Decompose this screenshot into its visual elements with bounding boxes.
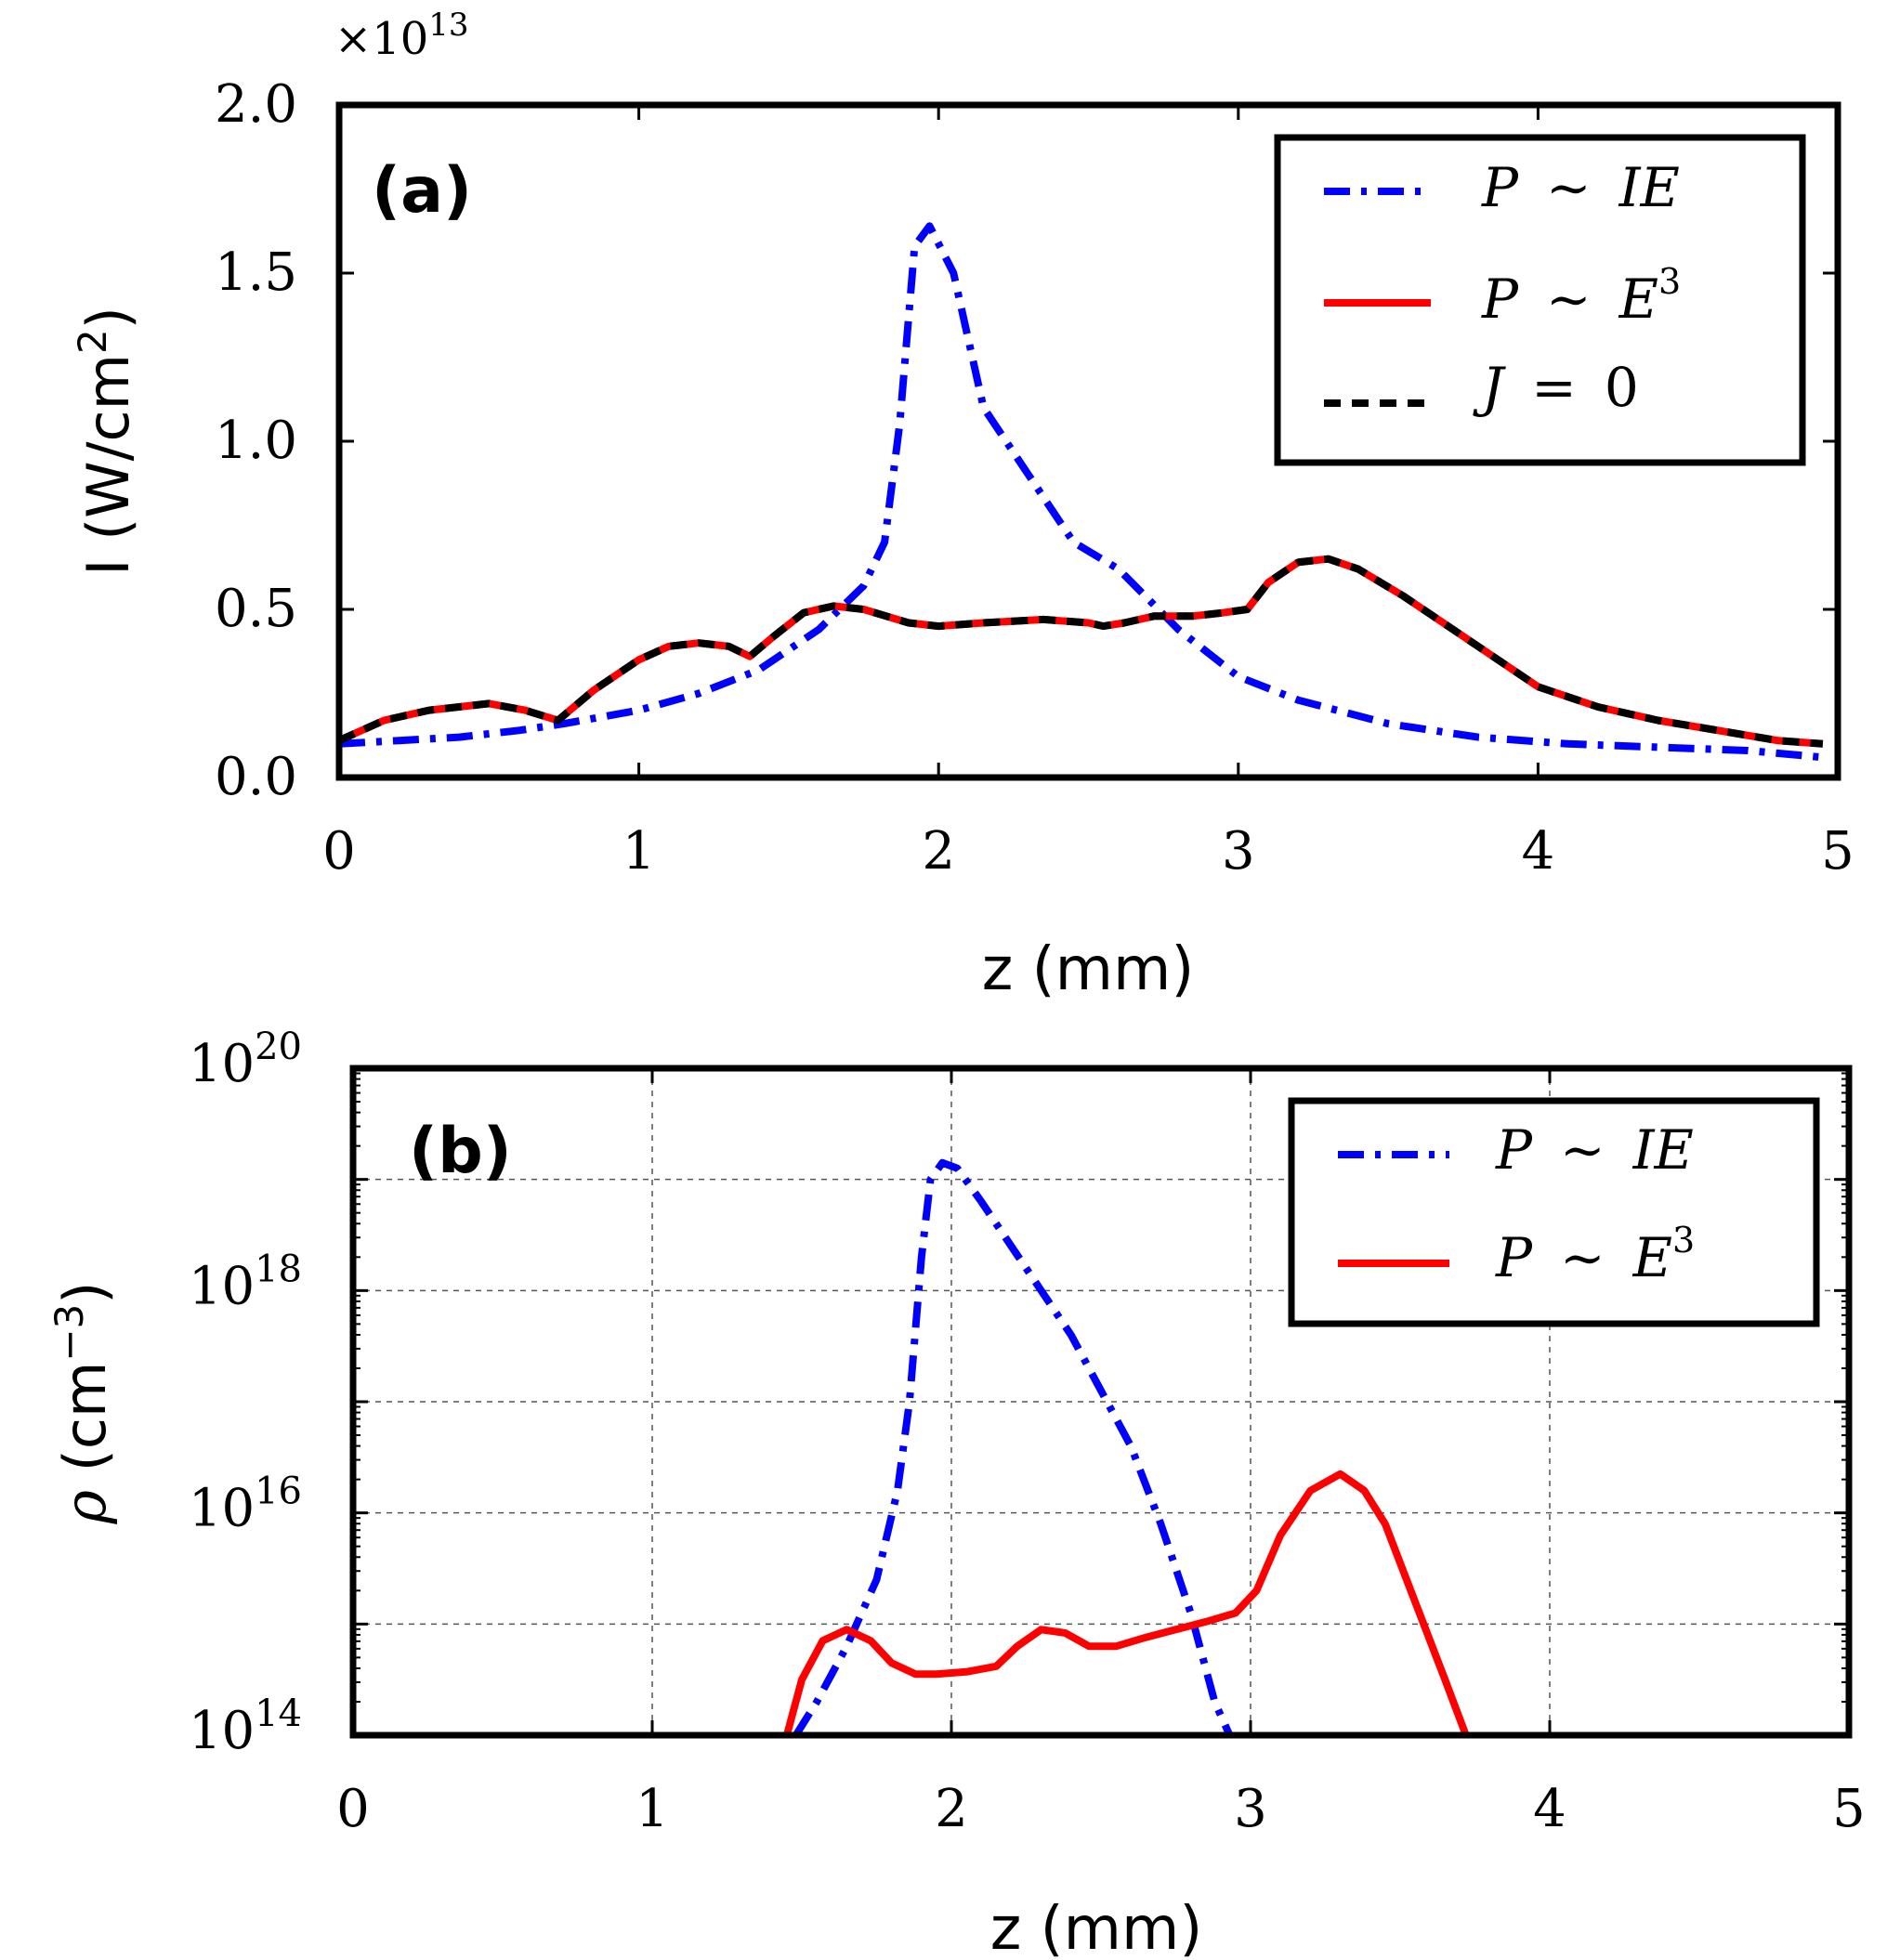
- panel-b-x-axis-label: z (mm): [990, 1895, 1203, 1960]
- a-y-tick-label: 0.5: [215, 579, 297, 639]
- panel-a-legend: P ∼ IE P ∼ E3 J = 0: [1274, 134, 1806, 466]
- panel-a-multiplier: ×1013: [334, 7, 469, 65]
- panel-b-legend: P ∼ IE P ∼ E3: [1288, 1097, 1820, 1327]
- panel-a-frame: [335, 101, 1841, 781]
- panel-b-tick-labels: 0 1 2 3 4 5 1014 1016 1018 1020: [189, 1026, 1866, 1839]
- a-x-tick-label: 5: [1821, 821, 1854, 882]
- panel-b-y-axis-label: ρ (cm−3): [46, 1282, 119, 1525]
- legend-a-ie-label: P ∼ IE: [1481, 156, 1680, 219]
- b-x-tick-label: 3: [1234, 1779, 1267, 1839]
- b-y-tick-label: 1014: [189, 1692, 302, 1761]
- b-y-tick-label: 1016: [189, 1470, 302, 1539]
- a-x-tick-label: 1: [622, 821, 656, 882]
- a-series-line: [337, 555, 1824, 748]
- panel-b-label: (b): [409, 1115, 512, 1188]
- legend-a-e3-label: P ∼ E3: [1481, 261, 1681, 331]
- panel-a: 0 1 2 3 4 5 0.0 0.5 1.0 1.5 2.0 (a) ×1013 z (mm) I…: [70, 7, 1854, 1004]
- panel-b-grid: [353, 1068, 1849, 1735]
- legend-b-e3-label: P ∼ E3: [1495, 1220, 1695, 1289]
- a-x-tick-label: 3: [1222, 821, 1255, 882]
- legend-b-ie-label: P ∼ IE: [1495, 1118, 1694, 1182]
- legend-a-j0-label: J = 0: [1473, 356, 1639, 419]
- panel-a-curves: [337, 222, 1824, 762]
- a-x-tick-label: 0: [322, 821, 356, 882]
- a-y-tick-label: 1.5: [215, 242, 297, 303]
- a-x-tick-label: 2: [922, 821, 955, 882]
- a-y-tick-label: 2.0: [215, 74, 297, 135]
- b-x-tick-label: 1: [636, 1779, 669, 1839]
- b-y-tick-label: 1020: [189, 1026, 302, 1094]
- a-x-tick-label: 4: [1522, 821, 1555, 882]
- panel-b-curves: [783, 1158, 1470, 1738]
- a-y-tick-label: 1.0: [215, 411, 297, 471]
- b-y-tick-label: 1018: [189, 1248, 302, 1316]
- panel-a-label: (a): [372, 154, 472, 228]
- panel-b-legend-box: [1288, 1097, 1820, 1327]
- panel-a-x-axis-label: z (mm): [982, 935, 1195, 1004]
- a-y-tick-label: 0.0: [215, 747, 297, 807]
- panel-b: 0 1 2 3 4 5 1014 1016 1018 1020 (b) z (mm) ρ (cm−…: [46, 1026, 1866, 1960]
- b-series-line: [783, 1470, 1470, 1737]
- b-x-tick-label: 2: [935, 1779, 968, 1839]
- b-x-tick-label: 0: [336, 1779, 370, 1839]
- panel-a-y-axis-label: I (W/cm2): [70, 307, 142, 576]
- b-x-tick-label: 5: [1832, 1779, 1866, 1839]
- panel-a-tick-labels: 0 1 2 3 4 5 0.0 0.5 1.0 1.5 2.0: [215, 74, 1854, 882]
- b-x-tick-label: 4: [1533, 1779, 1566, 1839]
- panel-b-frame: [349, 1065, 1853, 1739]
